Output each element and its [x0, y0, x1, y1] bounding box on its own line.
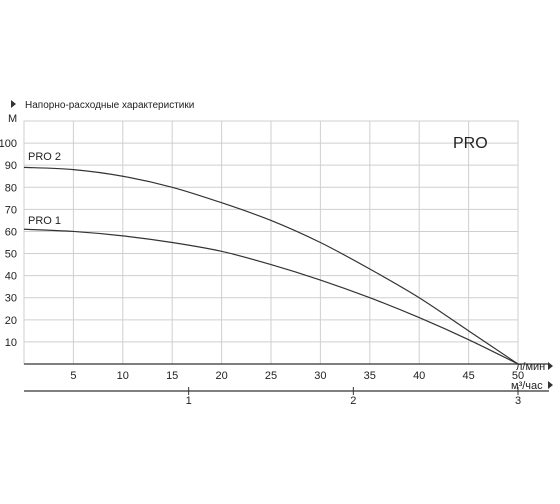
x2-axis-arrow-icon: [548, 381, 553, 389]
x-tick-label: 50: [512, 370, 524, 382]
x-tick-label: 20: [215, 370, 227, 382]
x2-tick-label: 1: [186, 395, 192, 407]
chart-title: Напорно-расходные характеристики: [25, 100, 194, 111]
y-tick-label: 30: [5, 293, 17, 305]
x-tick-label: 5: [70, 370, 76, 382]
y-tick-label: 100: [0, 138, 17, 150]
y-tick-label: 80: [5, 182, 17, 194]
x-axis-label: л/мин: [516, 361, 545, 373]
x-tick-label: 25: [265, 370, 277, 382]
series-layer: [23, 166, 519, 365]
series-line-pro1: [23, 228, 519, 365]
x-tick-label: 30: [314, 370, 326, 382]
x-tick-label: 40: [413, 370, 425, 382]
y-tick-label: 40: [5, 271, 17, 283]
series-label-pro1: PRO 1: [28, 215, 61, 227]
y-tick-label: 60: [5, 226, 17, 238]
x-tick-label: 45: [462, 370, 474, 382]
x-tick-label: 10: [117, 370, 129, 382]
brand-label: PRO: [453, 135, 488, 152]
series-line-pro2: [23, 166, 519, 365]
y-tick-label: 50: [5, 249, 17, 261]
x2-tick-label: 3: [515, 395, 521, 407]
y-tick-label: 90: [5, 160, 17, 172]
x-tick-label: 35: [364, 370, 376, 382]
grid-layer: [23, 120, 519, 365]
axis-layer: 10 20 30 40 50 60 70 80 90 100 5 10 15 20 25 30 35 40 45 50…: [0, 138, 549, 407]
y-tick-label: 10: [5, 337, 17, 349]
y-axis-label: М: [8, 113, 17, 125]
y-tick-label: 20: [5, 315, 17, 327]
series-label-pro2: PRO 2: [28, 151, 61, 163]
x-tick-label: 15: [166, 370, 178, 382]
y-tick-label: 70: [5, 204, 17, 216]
x2-axis-label: м³/час: [511, 380, 543, 392]
x-axis-arrow-icon: [548, 362, 553, 370]
y-axis-arrow-icon: [11, 100, 16, 108]
x2-tick-label: 2: [350, 395, 356, 407]
